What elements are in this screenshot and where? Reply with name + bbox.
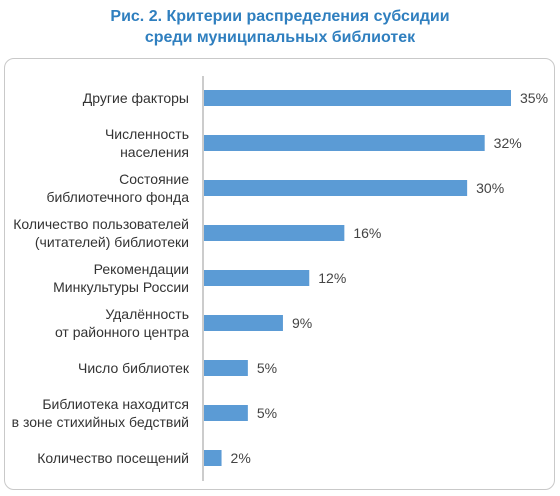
bar bbox=[204, 450, 222, 466]
bar bbox=[204, 225, 345, 241]
bar bbox=[204, 270, 310, 286]
chart-title: Рис. 2. Критерии распределения субсидии … bbox=[0, 6, 560, 48]
category-label: в зоне стихийных бедствий bbox=[12, 414, 189, 430]
data-label: 35% bbox=[520, 90, 548, 106]
category-label: Численность bbox=[105, 126, 189, 142]
chart-title-line-1: Рис. 2. Критерии распределения субсидии bbox=[110, 8, 450, 25]
category-label: Библиотека находится bbox=[42, 396, 189, 412]
bar bbox=[204, 90, 511, 106]
data-label: 30% bbox=[476, 180, 504, 196]
chart-frame bbox=[4, 58, 555, 490]
category-label: (читателей) библиотеки bbox=[35, 234, 189, 250]
data-label: 32% bbox=[494, 135, 522, 151]
data-label: 5% bbox=[257, 360, 277, 376]
bar bbox=[204, 405, 248, 421]
category-label: библиотечного фонда bbox=[46, 189, 189, 205]
bar bbox=[204, 180, 468, 196]
category-label: Состояние bbox=[119, 171, 189, 187]
bar bbox=[204, 315, 283, 331]
category-label: Число библиотек bbox=[78, 360, 190, 376]
bar bbox=[204, 135, 485, 151]
category-label: Рекомендации bbox=[94, 261, 189, 277]
data-label: 16% bbox=[353, 225, 381, 241]
category-label: Количество пользователей bbox=[13, 216, 189, 232]
category-label: Минкультуры России bbox=[53, 279, 189, 295]
bar bbox=[204, 360, 248, 376]
data-label: 5% bbox=[257, 405, 277, 421]
category-label: Количество посещений bbox=[37, 450, 189, 466]
chart-title-line-2: среди муниципальных библиотек bbox=[144, 29, 416, 46]
category-label: населения bbox=[120, 144, 189, 160]
category-label: Удалённость bbox=[105, 306, 189, 322]
category-label: от районного центра bbox=[55, 324, 189, 340]
data-label: 12% bbox=[318, 270, 346, 286]
data-label: 2% bbox=[231, 450, 251, 466]
category-label: Другие факторы bbox=[83, 90, 189, 106]
data-label: 9% bbox=[292, 315, 312, 331]
